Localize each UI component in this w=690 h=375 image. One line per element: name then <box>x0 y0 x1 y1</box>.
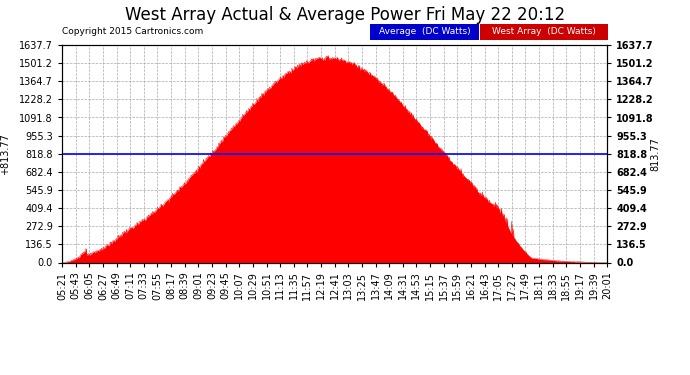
FancyBboxPatch shape <box>370 24 479 40</box>
Text: West Array Actual & Average Power Fri May 22 20:12: West Array Actual & Average Power Fri Ma… <box>125 6 565 24</box>
Text: Average  (DC Watts): Average (DC Watts) <box>379 27 471 36</box>
Text: +813.77: +813.77 <box>0 134 10 176</box>
Text: West Array  (DC Watts): West Array (DC Watts) <box>492 27 596 36</box>
Text: Copyright 2015 Cartronics.com: Copyright 2015 Cartronics.com <box>62 27 204 36</box>
Text: 813.77: 813.77 <box>651 138 661 171</box>
FancyBboxPatch shape <box>480 24 609 40</box>
